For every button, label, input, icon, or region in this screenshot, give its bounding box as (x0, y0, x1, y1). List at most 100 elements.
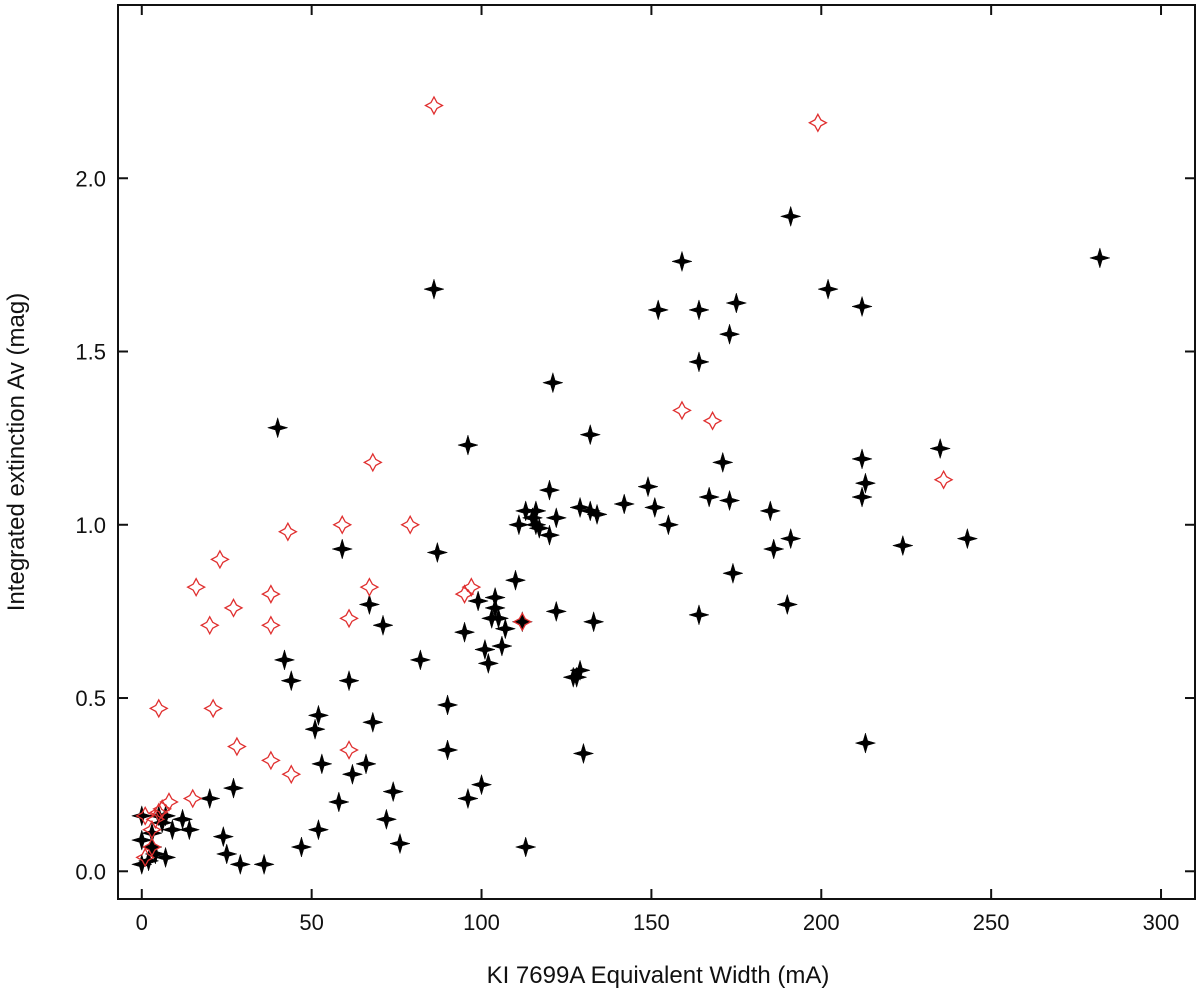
data-point-filled (307, 704, 330, 727)
data-point-filled (215, 843, 238, 865)
data-point-filled (762, 538, 785, 560)
data-point-open (223, 598, 244, 618)
data-point-filled (854, 472, 877, 495)
data-point-filled (178, 818, 201, 841)
data-point-open (186, 577, 207, 598)
data-point-open (332, 514, 353, 535)
series-filled-stars (130, 205, 1111, 876)
data-point-open (702, 410, 723, 431)
x-axis-title: KI 7699A Equivalent Width (mA) (487, 962, 830, 989)
data-point-open (424, 95, 444, 116)
data-point-filled (338, 669, 360, 692)
data-point-filled (722, 562, 744, 585)
data-point-filled (426, 541, 449, 564)
data-point-filled (130, 829, 153, 851)
data-point-open (135, 805, 156, 826)
series-open-stars (135, 95, 954, 868)
data-point-filled (545, 600, 568, 623)
data-point-filled (569, 496, 591, 519)
data-point-open (261, 750, 281, 771)
data-point-filled (382, 780, 405, 803)
data-point-open (182, 788, 203, 809)
data-point-open (261, 584, 281, 604)
data-point-open (359, 577, 380, 598)
data-point-filled (582, 610, 605, 633)
data-point-filled (161, 818, 184, 841)
data-point-filled (389, 832, 411, 855)
data-point-filled (586, 503, 608, 526)
x-tick-label: 300 (1143, 910, 1180, 935)
data-point-filled (851, 448, 873, 470)
data-point-filled (514, 836, 537, 858)
data-point-filled (355, 752, 377, 775)
data-point-filled (280, 669, 303, 692)
data-point-open (339, 740, 359, 760)
data-point-open (277, 521, 298, 542)
data-point-filled (541, 371, 564, 394)
data-point-filled (637, 475, 659, 498)
data-point-open (142, 819, 162, 840)
data-point-filled (528, 517, 551, 540)
data-point-filled (725, 292, 748, 314)
axis-ticks (118, 5, 1195, 899)
data-point-filled (779, 205, 802, 228)
data-point-filled (304, 718, 326, 741)
data-point-open (159, 792, 179, 812)
data-point-filled (718, 489, 741, 512)
data-point-filled (457, 787, 479, 810)
data-point-filled (375, 808, 398, 831)
y-tick-label: 0.0 (75, 859, 106, 884)
data-point-filled (671, 250, 693, 273)
data-point-filled (504, 569, 527, 592)
data-point-filled (643, 496, 666, 519)
data-point-open (400, 514, 421, 535)
data-point-filled (929, 437, 952, 460)
data-point-filled (358, 593, 381, 616)
data-point-filled (891, 534, 914, 557)
x-tick-label: 150 (633, 910, 670, 935)
data-point-filled (361, 711, 384, 734)
data-point-filled (467, 590, 490, 612)
data-point-filled (436, 694, 459, 716)
data-point-filled (545, 506, 568, 529)
data-point-filled (290, 836, 313, 858)
data-point-filled (307, 818, 330, 841)
x-tick-label: 0 (136, 910, 148, 935)
data-point-open (210, 549, 230, 570)
data-point-open (362, 452, 383, 473)
data-point-filled (851, 295, 873, 318)
data-point-open (199, 615, 220, 636)
data-point-open (227, 736, 247, 757)
data-point-filled (524, 500, 547, 522)
data-point-filled (457, 434, 479, 456)
data-point-filled (130, 804, 153, 827)
data-point-filled (688, 299, 710, 321)
data-point-filled (494, 617, 517, 640)
data-point-filled (327, 791, 350, 813)
x-tick-label: 200 (803, 910, 840, 935)
y-tick-label: 1.0 (75, 513, 106, 538)
x-tick-label: 250 (973, 910, 1010, 935)
data-point-filled (409, 649, 432, 671)
y-tick-label: 0.5 (75, 686, 106, 711)
data-point-filled (423, 278, 445, 301)
data-point-filled (698, 486, 721, 508)
data-point-open (339, 608, 359, 629)
data-point-filled (372, 614, 394, 637)
data-point-open (148, 698, 169, 719)
data-point-filled (508, 513, 530, 536)
data-point-filled (579, 423, 602, 446)
data-point-open (808, 112, 828, 133)
x-tick-labels: 0 50 100 150 200 250 300 (136, 910, 1180, 935)
data-point-filled (222, 777, 245, 800)
data-point-filled (198, 787, 221, 810)
data-point-open (148, 802, 169, 823)
data-point-filled (273, 649, 296, 671)
data-point-filled (688, 603, 710, 626)
data-point-open (281, 764, 302, 785)
data-point-filled (956, 527, 979, 550)
data-point-filled (1088, 247, 1111, 269)
data-point-filled (212, 825, 235, 848)
data-point-open (142, 837, 162, 857)
